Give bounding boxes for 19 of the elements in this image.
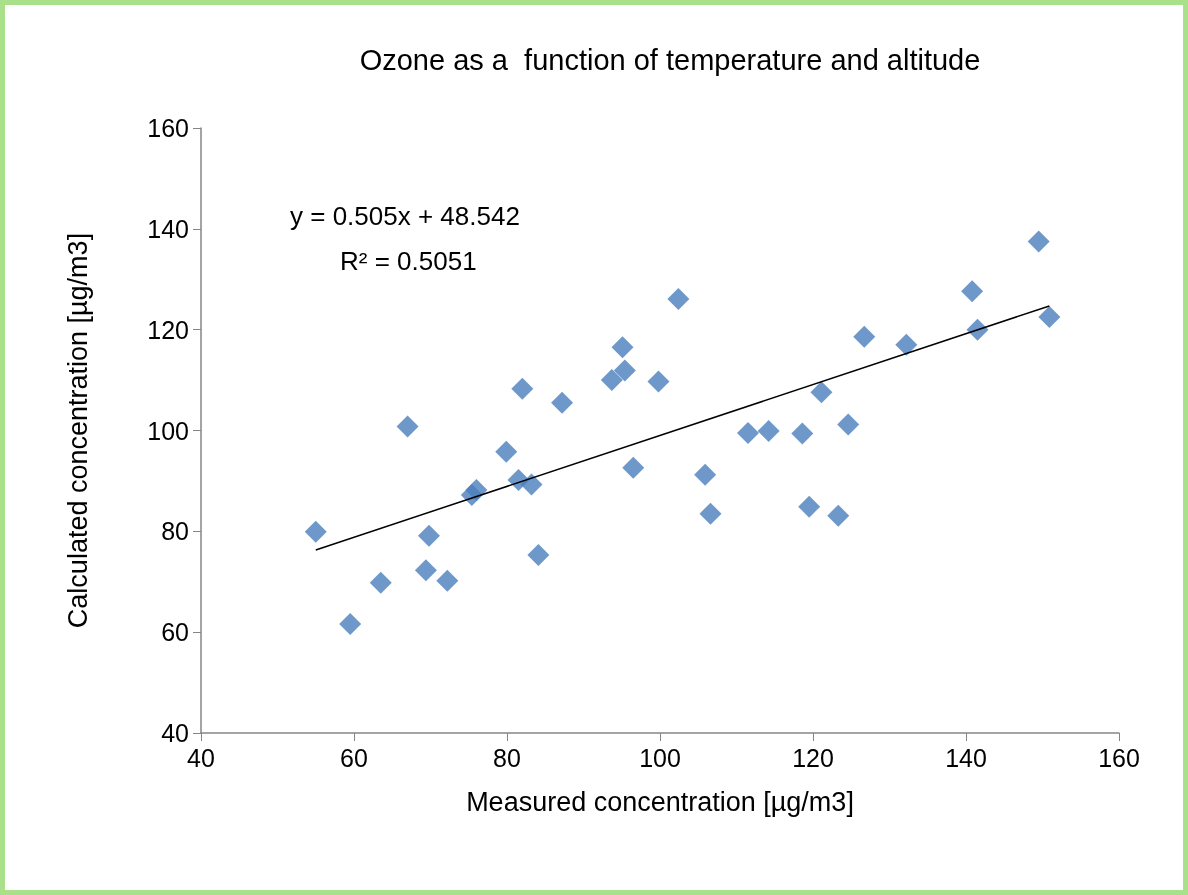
- x-tick-label: 120: [792, 743, 834, 772]
- y-tick-label: 100: [147, 416, 189, 445]
- x-tick-label: 60: [340, 743, 368, 772]
- y-tick-label: 140: [147, 214, 189, 243]
- y-tick-label: 120: [147, 315, 189, 344]
- x-axis-title: Measured concentration [µg/m3]: [466, 786, 854, 817]
- y-tick-label: 60: [161, 618, 189, 647]
- chart-title: Ozone as a function of temperature and altitude: [359, 43, 981, 76]
- y-tick-label: 80: [161, 517, 189, 546]
- y-tick-label: 160: [147, 114, 189, 142]
- y-axis-title: Calculated concentration [µg/m3]: [62, 232, 93, 629]
- y-tick-label: 40: [161, 719, 189, 747]
- x-tick-label: 40: [187, 743, 215, 772]
- annotation: y = 0.505x + 48.542: [290, 201, 520, 231]
- x-tick-label: 160: [1098, 743, 1140, 772]
- annotation: R² = 0.5051: [340, 246, 477, 276]
- x-tick-label: 80: [493, 743, 521, 772]
- x-tick-label: 100: [639, 743, 681, 772]
- x-tick-label: 140: [945, 743, 987, 772]
